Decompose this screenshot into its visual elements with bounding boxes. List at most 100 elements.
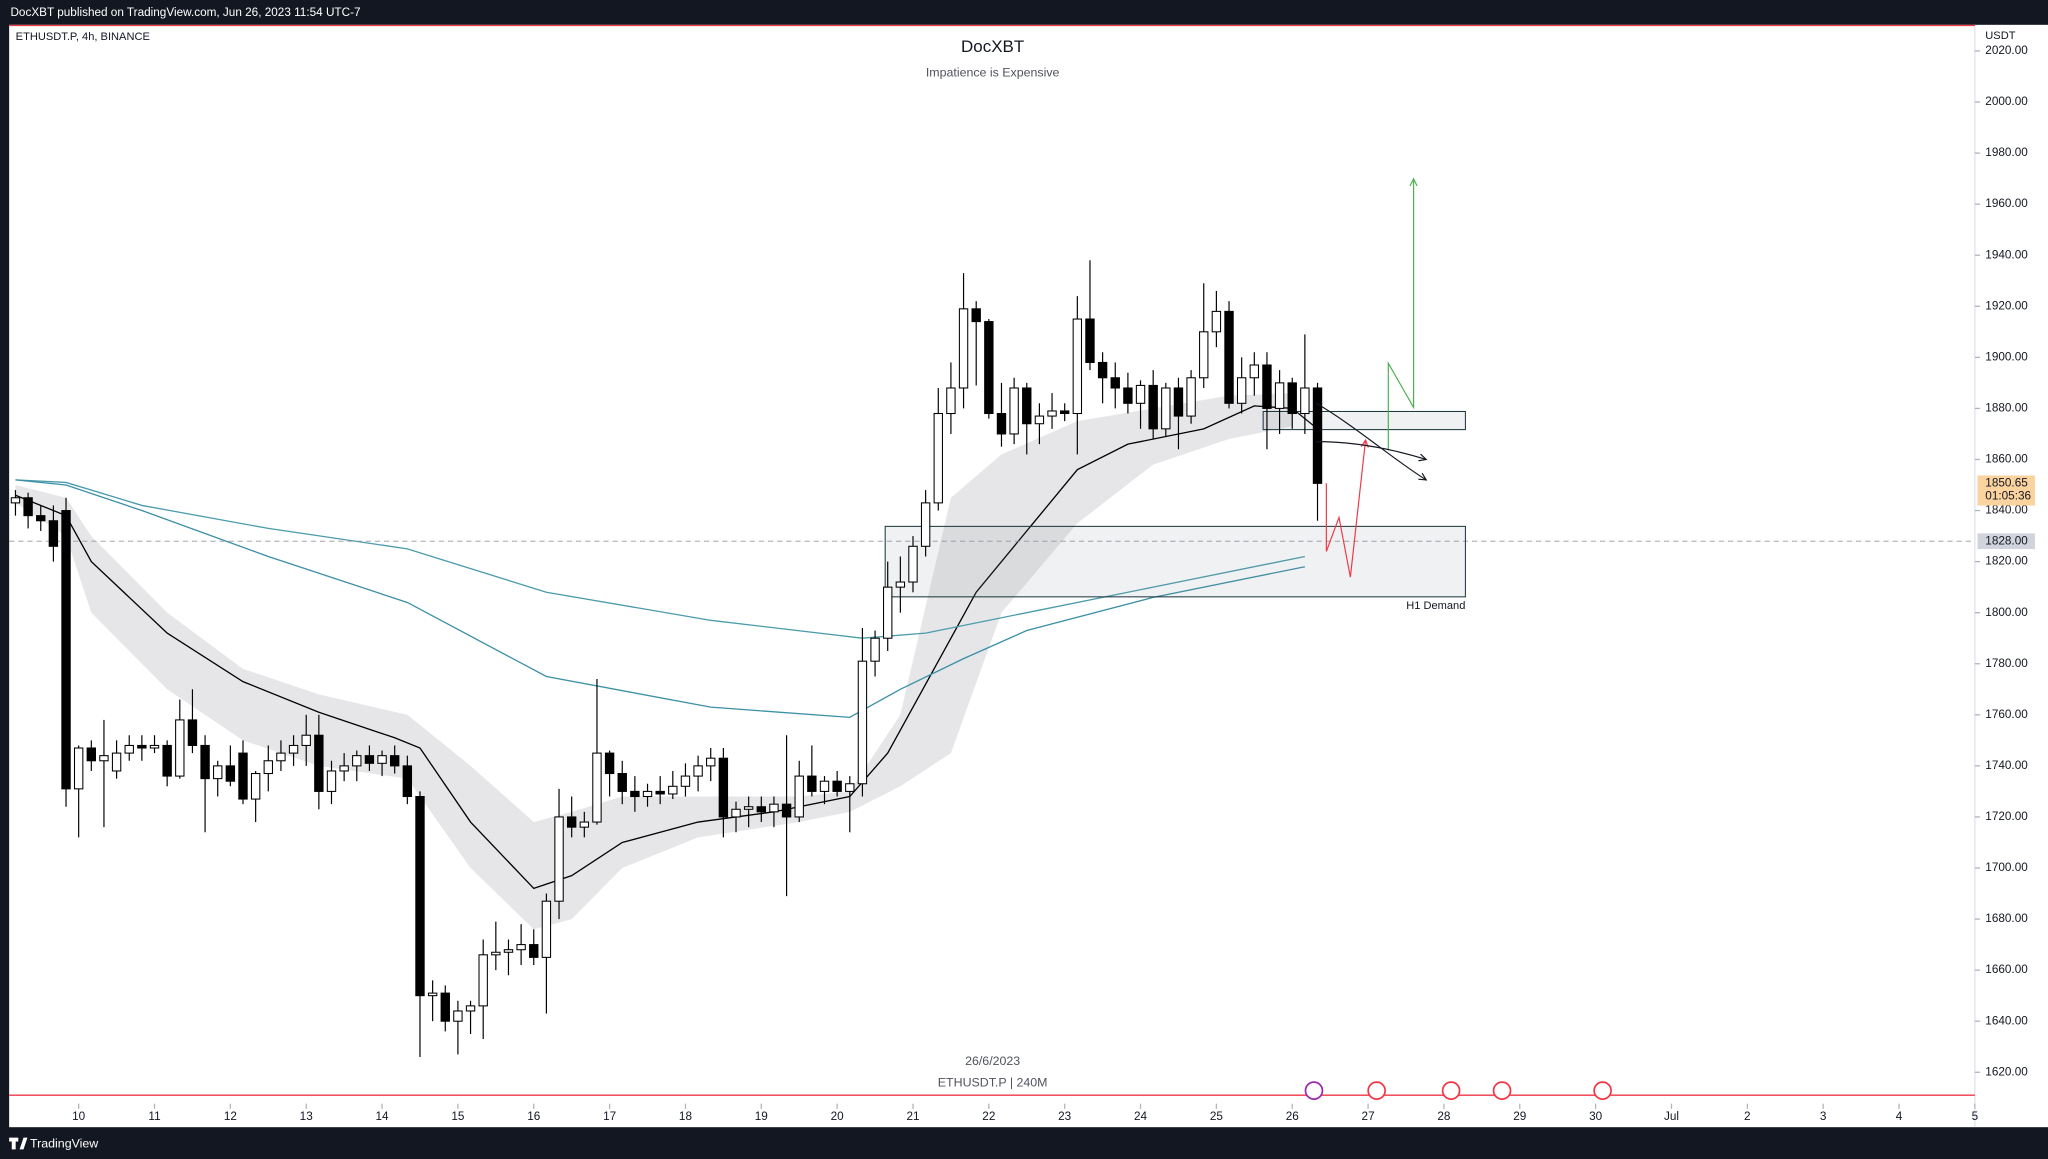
event-icons (1304, 1081, 1612, 1100)
price-line-label: 1828.00 (1985, 534, 2028, 547)
candle-body (946, 387, 956, 415)
candle-body (465, 1005, 476, 1012)
drawing-arrow (1315, 402, 1426, 480)
candle-body (390, 755, 400, 767)
candle-body (933, 412, 943, 504)
candle-body (718, 757, 729, 818)
event-icon[interactable] (1367, 1081, 1386, 1100)
candle-body (427, 992, 438, 997)
candle-body (377, 755, 387, 764)
candle-body (314, 734, 324, 792)
candle-body (769, 803, 779, 813)
candle-body (111, 752, 122, 772)
watermark: 26/6/2023 (965, 1054, 1020, 1068)
y-tick-label: 2000.00 (1985, 95, 2028, 108)
candle-body (1249, 364, 1259, 379)
event-icon[interactable] (1492, 1081, 1512, 1100)
candle-body (883, 586, 893, 639)
candle-body (908, 545, 918, 583)
candle-body (137, 744, 147, 749)
x-tick-label: 3 (1820, 1110, 1827, 1123)
x-tick-label: 23 (1058, 1110, 1072, 1123)
x-tick-label: 2 (1744, 1110, 1751, 1123)
plot: H1 Demand (9, 179, 1975, 1057)
candle-body (794, 775, 804, 818)
candle-body (162, 744, 172, 777)
candle-body (23, 497, 33, 517)
x-tick-label: 28 (1437, 1110, 1451, 1123)
candle-body (958, 308, 969, 389)
candle-body (706, 757, 716, 767)
candle-body (642, 790, 653, 798)
drawing-arrow (1325, 440, 1365, 578)
candle-body (617, 773, 627, 792)
candle-body (832, 780, 842, 792)
candle-body (680, 775, 691, 787)
candle-body (503, 949, 514, 953)
candle-body (1047, 410, 1057, 417)
candle-body (276, 752, 286, 762)
candle-body (1211, 310, 1222, 333)
x-tick-label: 16 (527, 1110, 541, 1123)
candle-body (1224, 310, 1234, 404)
candle-body (971, 308, 981, 323)
y-tick-label: 1820.00 (1985, 555, 2028, 568)
candle-body (857, 660, 868, 785)
moving-average (15, 405, 1318, 890)
candle-body (478, 954, 488, 1007)
candle-body (1186, 377, 1196, 417)
event-icon[interactable] (1441, 1081, 1461, 1100)
x-tick-label: 26 (1286, 1110, 1300, 1123)
zone-label: H1 Demand (1406, 600, 1465, 612)
y-tick-label: 1640.00 (1985, 1014, 2028, 1027)
last-price-box (1977, 475, 2035, 506)
candle-body (1135, 384, 1146, 404)
candle-body (807, 775, 817, 792)
y-tick-label: 1760.00 (1985, 708, 2028, 721)
candle-body (516, 944, 526, 951)
event-icon[interactable] (1593, 1081, 1612, 1100)
y-tick-label: 1860.00 (1985, 453, 2028, 466)
x-tick-label: 15 (451, 1110, 465, 1123)
candle-body (655, 790, 665, 795)
moving-average (15, 479, 1306, 719)
candle-body (845, 783, 855, 792)
candle-body (10, 497, 21, 504)
candle-body (1085, 318, 1095, 363)
candle-body (288, 744, 299, 754)
candle-body (364, 755, 375, 764)
candle-body (1199, 331, 1209, 379)
y-tick-label: 1880.00 (1985, 402, 2028, 415)
candle-body (984, 321, 994, 415)
candle-body (213, 765, 223, 780)
candle-body (592, 752, 602, 823)
y-tick-label: 1680.00 (1985, 912, 2028, 925)
drawing-arrow (1316, 441, 1426, 460)
y-tick-label: 1800.00 (1985, 606, 2028, 619)
candle-body (579, 821, 590, 828)
x-tick-label: 19 (755, 1110, 768, 1123)
event-icon[interactable] (1304, 1081, 1324, 1100)
candle-body (1262, 364, 1272, 409)
x-tick-label: 4 (1896, 1110, 1903, 1123)
x-tick-label: 13 (300, 1110, 314, 1123)
x-tick-label: 29 (1513, 1110, 1526, 1123)
candle-body (352, 755, 362, 767)
candle-body (48, 520, 59, 547)
candle-body (175, 719, 185, 777)
candle-body (1097, 361, 1108, 379)
candle-body (731, 808, 741, 818)
candle-body (693, 765, 703, 777)
candle-body (415, 795, 425, 997)
candle-body (200, 744, 210, 780)
candle-body (225, 765, 236, 782)
y-tick-label: 1720.00 (1985, 810, 2028, 823)
candle-body (743, 806, 754, 810)
candle-body (1287, 382, 1297, 415)
footer: TradingView (30, 1136, 98, 1150)
x-tick-label: 22 (982, 1110, 995, 1123)
candle-body (1148, 384, 1158, 430)
candle-body (1312, 387, 1323, 484)
y-tick-label: 1740.00 (1985, 759, 2028, 772)
